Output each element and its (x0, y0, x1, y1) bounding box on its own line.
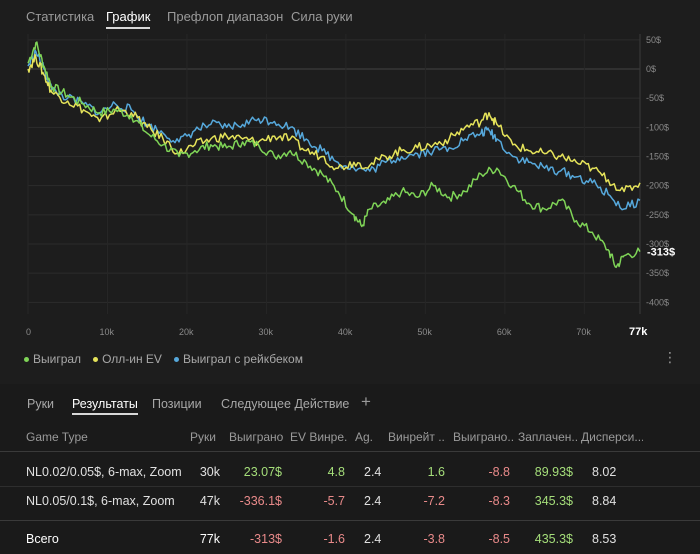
x-tick-label: 70k (576, 327, 591, 337)
col-header-game-type[interactable]: Game Type (26, 430, 88, 444)
y-tick-label: -100$ (646, 122, 669, 132)
col-header-won[interactable]: Выиграно (229, 430, 284, 444)
series-line (27, 41, 641, 269)
cell-aggression: 2.4 (364, 494, 382, 508)
legend-item-won[interactable]: Выиграл (24, 351, 81, 367)
cell-winrate: 1.6 (427, 465, 445, 479)
x-tick-label: 60k (497, 327, 512, 337)
row-divider (0, 486, 700, 487)
legend-label-won: Выиграл (33, 352, 82, 366)
y-tick-label: -400$ (646, 297, 669, 307)
x-tick-label: 20k (179, 327, 194, 337)
legend-label-rakeback: Выиграл с рейкбеком (182, 352, 303, 366)
end-value-label: -313$ (647, 247, 675, 259)
cell-variance: 8.02 (592, 465, 617, 479)
y-tick-label: -150$ (646, 152, 669, 162)
cell-total-hands: 77k (199, 532, 220, 546)
cell-won: 23.07$ (243, 465, 282, 479)
x-max-label: 77k (629, 326, 648, 338)
x-tick-label: 50k (417, 327, 432, 337)
cell-game-type: NL0.02/0.05$, 6-max, Zoom (26, 465, 182, 479)
y-tick-label: 0$ (646, 64, 656, 74)
cell-total-won: -313$ (250, 532, 282, 546)
cell-won-other: -8.3 (488, 494, 510, 508)
x-tick-label: 10k (99, 327, 114, 337)
sub-tabs: Руки Результаты Позиции Следующее Действ… (0, 384, 700, 422)
cell-game-type: NL0.05/0.1$, 6-max, Zoom (26, 494, 175, 508)
cell-hands: 47k (199, 494, 220, 508)
legend-item-allin-ev[interactable]: Олл-ин EV (93, 351, 162, 367)
tab-positions[interactable]: Позиции (152, 397, 202, 411)
cell-variance: 8.84 (592, 494, 617, 508)
tab-hand-strength[interactable]: Сила руки (291, 9, 353, 24)
x-tick-label: 40k (338, 327, 353, 337)
y-tick-label: -200$ (646, 181, 669, 191)
cell-total-winrate: -3.8 (423, 532, 445, 546)
cell-won: -336.1$ (239, 494, 282, 508)
y-tick-label: -250$ (646, 210, 669, 220)
chart-legend: Выиграл Олл-ин EV Выиграл с рейкбеком (24, 351, 303, 367)
col-header-winrate[interactable]: Винрейт ... (388, 430, 446, 444)
tab-graph[interactable]: График (106, 9, 151, 29)
results-chart[interactable]: 50$ 0$ -50$ -100$ -150$ -200$ -250$ -300$ -350$ -… (0, 34, 700, 344)
tab-next-action[interactable]: Следующее Действие (221, 397, 350, 411)
cell-total-variance: 8.53 (592, 532, 617, 546)
cell-total-ev-winrate: -1.6 (323, 532, 345, 546)
y-tick-label: -300$ (646, 239, 669, 249)
cell-ev-winrate: 4.8 (327, 465, 345, 479)
cell-winrate: -7.2 (423, 494, 445, 508)
y-tick-label: -350$ (646, 268, 669, 278)
cell-total-aggression: 2.4 (364, 532, 382, 546)
bottom-panel: Руки Результаты Позиции Следующее Действ… (0, 384, 700, 554)
cell-paid: 345.3$ (534, 494, 573, 508)
tab-preflop-range[interactable]: Префлоп диапазон (167, 9, 284, 24)
plus-icon[interactable]: + (361, 392, 371, 411)
cell-hands: 30k (199, 465, 220, 479)
tab-statistics[interactable]: Статистика (26, 9, 95, 24)
cell-total-won-other: -8.5 (488, 532, 510, 546)
cell-aggression: 2.4 (364, 465, 382, 479)
cell-total-label: Всего (26, 532, 59, 546)
y-tick-label: 50$ (646, 35, 661, 45)
col-header-hands[interactable]: Руки (190, 430, 216, 444)
y-tick-label: -50$ (646, 93, 664, 103)
legend-item-rakeback[interactable]: Выиграл с рейкбеком (173, 351, 303, 367)
legend-dot-rakeback (173, 356, 179, 362)
legend-dot-won (24, 356, 29, 362)
x-tick-label: 0 (26, 327, 31, 337)
col-header-ev-winrate[interactable]: EV Винре... (290, 430, 348, 444)
ellipsis-vertical-icon[interactable]: ⋮ (663, 349, 677, 365)
cell-ev-winrate: -5.7 (323, 494, 345, 508)
total-divider (0, 520, 700, 521)
x-tick-label: 30k (258, 327, 273, 337)
legend-label-allin-ev: Олл-ин EV (102, 352, 162, 366)
series-line (27, 53, 641, 193)
col-header-aggression[interactable]: Ag. (355, 430, 374, 444)
col-header-won-other[interactable]: Выиграно... (453, 430, 513, 444)
tab-hands[interactable]: Руки (27, 397, 55, 411)
table-header-divider (0, 451, 700, 452)
col-header-variance[interactable]: Дисперси... (581, 430, 643, 444)
legend-dot-allin-ev (93, 356, 99, 362)
cell-total-paid: 435.3$ (534, 532, 573, 546)
cell-paid: 89.93$ (534, 465, 573, 479)
col-header-paid[interactable]: Заплачен... (518, 430, 578, 444)
cell-won-other: -8.8 (488, 465, 510, 479)
series-line (27, 49, 641, 211)
top-tabs: Статистика График Префлоп диапазон Сила … (0, 0, 700, 34)
tab-results[interactable]: Результаты (72, 397, 138, 415)
